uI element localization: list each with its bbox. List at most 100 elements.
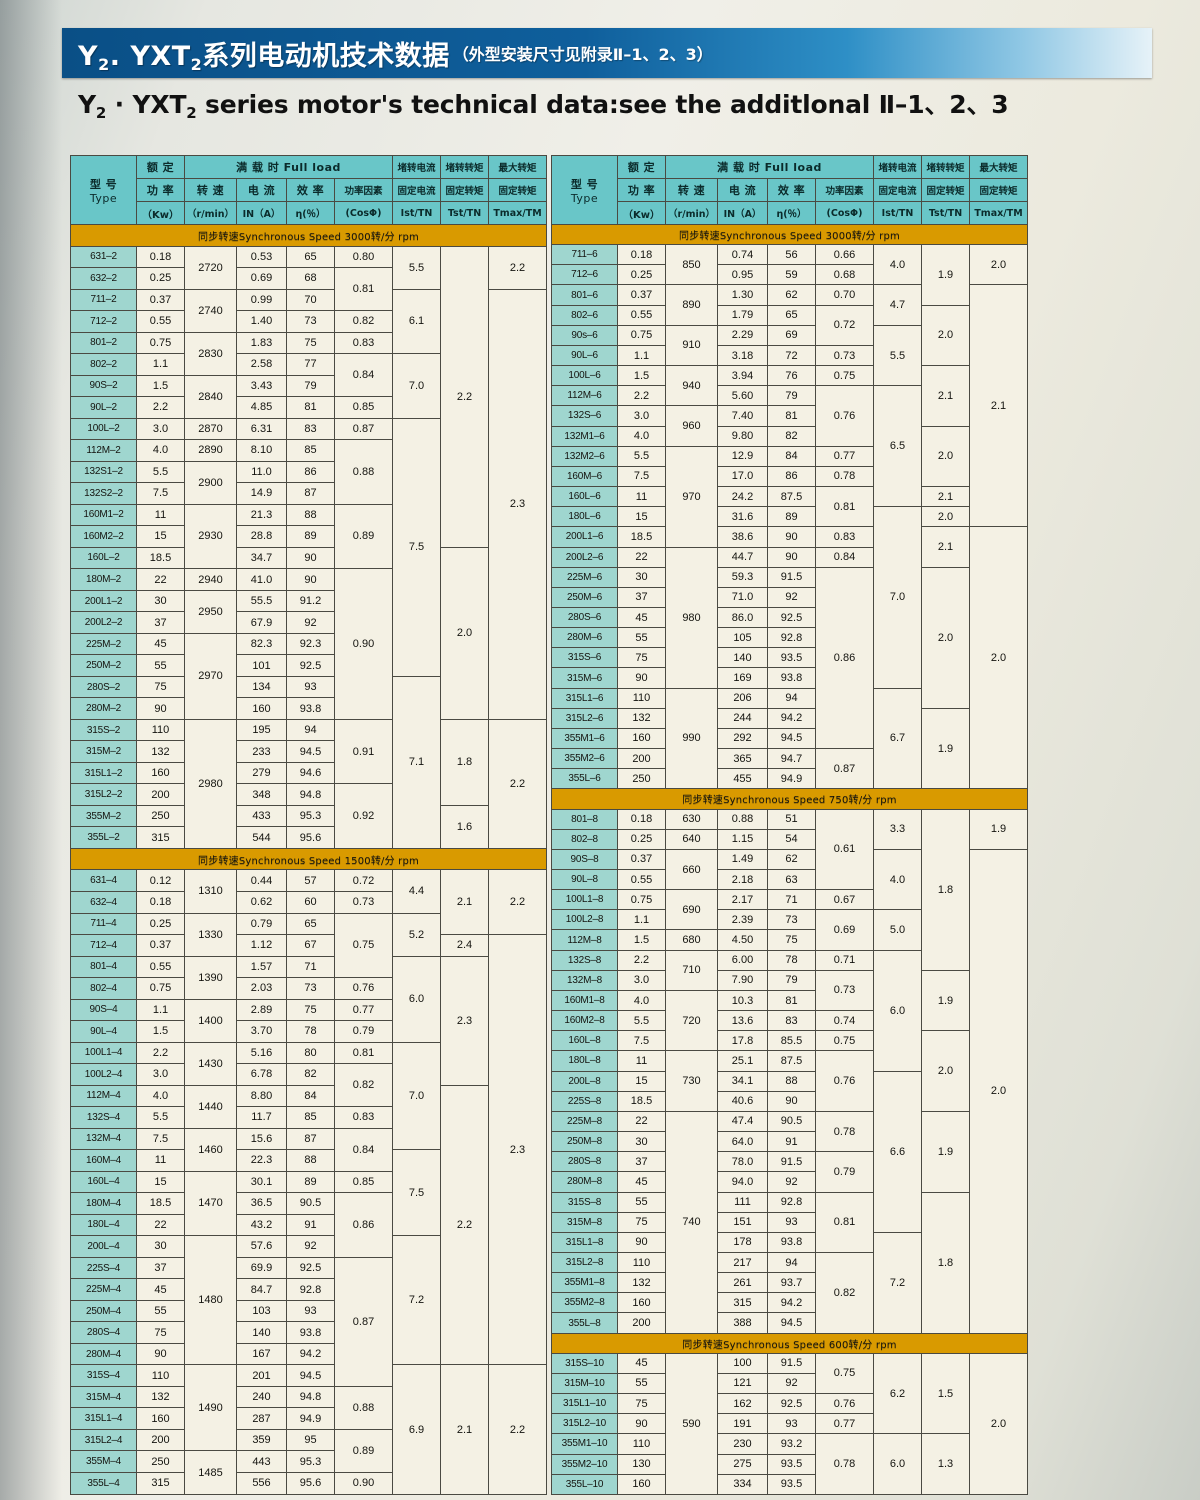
cell-efficiency: 75 [767,929,816,951]
cell-power: 1.1 [617,909,666,931]
cell-type: 315S–8 [551,1191,618,1213]
cell-current: 0.53 [236,245,287,269]
cell-type: 355M2–8 [551,1292,618,1314]
cell-current: 1.30 [717,284,768,306]
cell-efficiency: 94.5 [286,740,335,763]
cell-power-factor: 0.88 [334,1385,393,1430]
cell-power: 22 [617,1110,666,1133]
cell-current: 7.40 [717,405,768,427]
cell-current: 103 [236,1299,287,1323]
cell-current: 0.62 [236,890,287,914]
cell-current: 261 [717,1272,768,1294]
cell-type: 711–6 [551,244,618,266]
table-row: 200L1–2 30 2950 55.5 91.2 [70,589,547,634]
cell-type: 160M2–8 [551,1010,618,1032]
cell-current: 25.1 [717,1050,768,1072]
cell-current: 7.90 [717,969,768,991]
cell-power-factor: 0.85 [334,396,393,419]
col-header-tst-cn: 堵转转矩 [921,155,970,179]
cell-power: 0.18 [136,890,185,914]
cell-speed: 910 [665,324,718,367]
cell-current: 24.2 [717,486,768,508]
cell-tmax-tm: 2.0 [969,244,1028,286]
cell-speed: 850 [665,244,718,286]
table-row: 132S2–2 7.5 14.9 87 [70,482,547,505]
cell-power: 45 [136,632,185,656]
cell-type: 801–2 [70,331,137,355]
cell-type: 112M–6 [551,385,618,407]
cell-efficiency: 82 [286,1063,335,1086]
table-row: 160L–4 15 1470 30.1 89 0.85 [70,1170,547,1237]
cell-type: 112M–4 [70,1084,137,1108]
table-row: 250M–2 55 101 92.5 [70,654,547,677]
cell-current: 217 [717,1251,768,1274]
cell-efficiency: 88 [767,1070,816,1092]
cell-current: 167 [236,1342,287,1366]
table-row: 225M–8 22 740 47.4 90.5 0.78 1.9 [551,1110,1028,1334]
cell-power: 160 [136,761,185,785]
table-row: 112M–2 4.0 2890 8.10 85 0.88 [70,439,547,505]
cell-power-factor: 0.77 [815,445,874,467]
cell-current: 41.0 [236,568,287,591]
cell-power: 4.0 [136,439,185,462]
table-row: 90S–4 1.1 1400 2.89 75 0.77 [70,998,547,1043]
cell-power: 1.5 [617,365,666,387]
cell-power: 315 [136,826,185,849]
cell-power: 30 [617,566,666,588]
cell-type: 100L1–8 [551,889,618,911]
cell-tst-tn: 1.3 [921,1433,970,1495]
cell-current: 17.0 [717,465,768,488]
cell-type: 180M–4 [70,1192,137,1215]
cell-speed: 1310 [184,869,237,914]
cell-power-factor: 0.83 [334,1106,393,1129]
cell-power: 45 [617,1171,666,1193]
table-row: 90s–6 0.75 910 2.29 69 5.5 [551,324,1028,387]
table-row: 315L2–2 200 348 94.8 0.92 [70,783,547,849]
cell-tst-tn: 1.9 [921,969,970,1032]
cell-power-factor: 0.76 [334,977,393,1000]
cell-power-factor: 0.86 [815,566,874,750]
table-row: 200L–8 15 34.1 88 6.6 [551,1070,1028,1233]
cell-efficiency: 92 [767,1372,816,1395]
cell-power-factor: 0.77 [815,1413,874,1435]
cell-current: 94.0 [717,1171,768,1193]
cell-power: 0.18 [136,245,185,269]
table-row: 355M–2 250 433 95.3 1.6 [70,804,547,849]
cell-power: 15 [136,525,185,548]
cell-efficiency: 71 [286,955,335,979]
cell-type: 200L1–6 [551,526,618,548]
cell-power: 110 [617,1433,666,1455]
table-row: 132S1–2 5.5 2900 11.0 86 [70,460,547,505]
cell-type: 315L1–10 [551,1393,618,1415]
cell-speed: 1485 [184,1450,237,1495]
cell-current: 31.6 [717,506,768,528]
cell-current: 78.0 [717,1151,768,1173]
table-row: 90L–2 2.2 4.85 81 0.85 [70,396,547,419]
cell-current: 67.9 [236,611,287,634]
cell-power-factor: 0.84 [334,353,393,398]
table-row: 355M2–6 200 365 94.7 0.87 [551,748,1028,790]
cell-efficiency: 78 [286,1020,335,1043]
col-header-tmax2: 固定转矩 [488,178,547,202]
cell-tst-tn: 1.9 [921,244,970,306]
cell-type: 355M2–6 [551,748,618,770]
cell-type: 250M–8 [551,1131,618,1153]
cell-power-factor: 0.78 [815,1110,874,1153]
cell-current: 455 [717,768,768,790]
cell-type: 355L–10 [551,1473,618,1495]
table-row: 132S–8 2.2 710 6.00 78 0.71 6.0 [551,949,1028,1072]
cell-type: 315L2–8 [551,1251,618,1274]
table-row: 112M–6 2.2 5.60 79 0.76 6.5 [551,385,1028,508]
cell-tmax-tm: 2.3 [488,288,547,720]
cell-current: 40.6 [717,1090,768,1112]
table-row: 315L2–4 200 359 95 0.89 [70,1428,547,1473]
cell-power: 5.5 [136,1106,185,1129]
cell-speed: 680 [665,929,718,951]
cell-power-factor: 0.92 [334,783,393,849]
cell-ist-tn: 7.0 [392,353,441,419]
cell-power: 55 [617,1372,666,1395]
cell-current: 1.57 [236,955,287,979]
cell-power: 3.0 [136,417,185,441]
table-row: 132M2–6 5.5 970 12.9 84 0.77 [551,445,1028,548]
cell-efficiency: 93 [286,675,335,699]
